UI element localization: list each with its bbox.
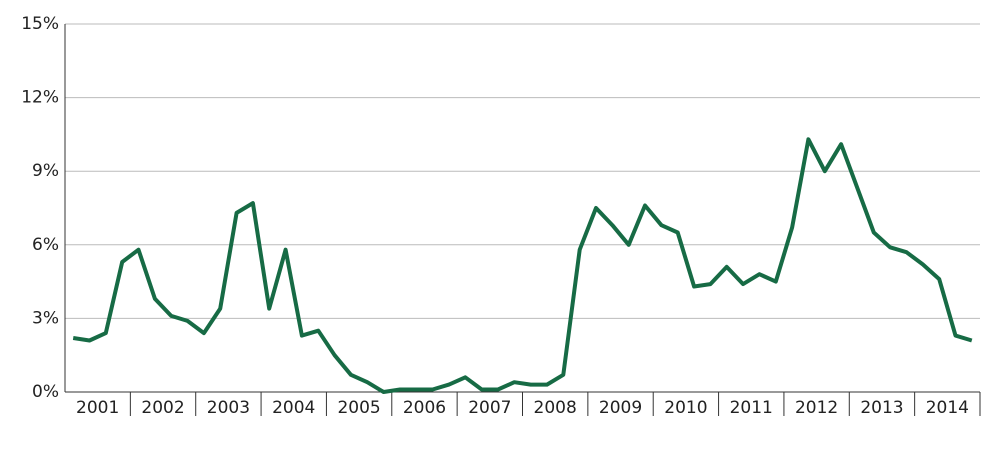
y-tick-label: 0% <box>32 382 59 402</box>
x-tick-label: 2006 <box>403 398 446 418</box>
x-tick-label: 2011 <box>730 398 773 418</box>
x-tick-label: 2007 <box>468 398 511 418</box>
x-tick-label: 2001 <box>76 398 119 418</box>
y-tick-label: 12% <box>21 88 59 108</box>
x-tick-label: 2010 <box>664 398 707 418</box>
y-tick-label: 15% <box>21 14 59 34</box>
y-tick-label: 3% <box>32 308 59 328</box>
y-tick-label: 9% <box>32 161 59 181</box>
x-tick-label: 2003 <box>207 398 250 418</box>
x-tick-label: 2013 <box>860 398 903 418</box>
x-tick-label: 2014 <box>926 398 969 418</box>
y-tick-label: 6% <box>32 235 59 255</box>
x-tick-label: 2009 <box>599 398 642 418</box>
line-series <box>72 137 973 394</box>
x-tick-label: 2008 <box>534 398 577 418</box>
x-tick-label: 2005 <box>337 398 380 418</box>
x-tick-label: 2002 <box>141 398 184 418</box>
x-tick-label: 2004 <box>272 398 315 418</box>
x-tick-label: 2012 <box>795 398 838 418</box>
